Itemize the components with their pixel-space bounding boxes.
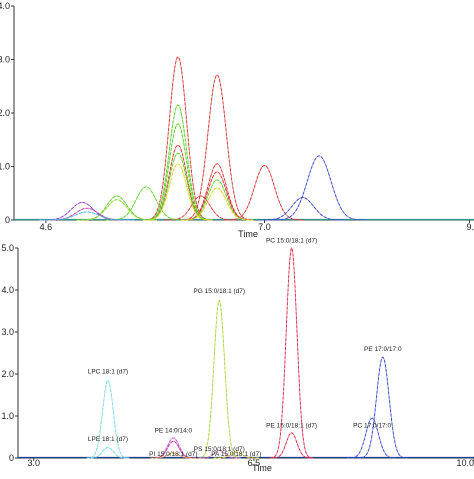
top-peak-trace-solid: [143, 56, 213, 221]
bottom-chromatogram-panel: 0 1.0 2.0 3.0 4.0 5.0 3.0 6.5 10.0 Time LPC 18:1 (…: [1, 238, 474, 473]
bottom-x-axis-title: Time: [252, 463, 272, 473]
bottom-x-tick-label: 3.0: [27, 458, 40, 468]
bottom-y-tick-label: 0: [9, 453, 14, 463]
top-peak-trace-solid: [38, 202, 127, 221]
bottom-peak-trace-solid: [197, 450, 241, 459]
top-peak-trace-solid: [259, 197, 347, 221]
top-peak-trace: [105, 186, 187, 221]
bottom-y-tick-label: 1.0: [1, 411, 14, 421]
top-peak-trace-solid: [143, 123, 213, 221]
top-peak-trace: [271, 155, 367, 221]
top-peak-trace: [76, 199, 158, 221]
bottom-peak-trace-solid: [150, 452, 196, 459]
bottom-peak-label: LPC 18:1 (d7): [88, 369, 128, 376]
top-peak-trace-solid: [105, 186, 187, 221]
top-peak-trace-solid: [43, 207, 131, 221]
bottom-peak-trace-solid: [150, 440, 196, 459]
bottom-peak-label: LPE 18:1 (d7): [88, 436, 128, 443]
bottom-y-tick-label: 4.0: [1, 285, 14, 295]
top-x-axis-title: Time: [238, 229, 258, 239]
top-x-tick-label: 9.: [466, 222, 474, 232]
top-peak-trace-solid: [224, 165, 305, 221]
top-y-tick-label: 3.0: [0, 55, 10, 65]
top-peak-trace-solid: [271, 155, 367, 221]
top-x-tick-label: 4.6: [40, 222, 53, 232]
bottom-peak-label: PC 15:0/18:1 (d7): [266, 238, 317, 245]
bottom-y-tick-label: 3.0: [1, 327, 14, 337]
bottom-peak-trace: [357, 356, 408, 459]
bottom-peak-trace-solid: [197, 299, 241, 459]
top-peak-trace-solid: [39, 211, 135, 221]
bottom-y-tick-label: 5.0: [1, 243, 14, 253]
bottom-peak-label: PA 15:0/18:1 (d7): [211, 451, 261, 458]
bottom-peak-trace: [86, 379, 130, 459]
bottom-x-tick-label: 6.5: [248, 458, 261, 468]
bottom-y-tick-label: 2.0: [1, 369, 14, 379]
top-y-tick-label: 1.0: [0, 162, 10, 172]
bottom-peak-trace: [197, 299, 241, 459]
top-y-tick-label: 4.0: [0, 1, 10, 11]
bottom-peak-label: PC 17:0/17:0: [353, 422, 391, 429]
bottom-peak-label: PS 15:0/18:1 (d7): [194, 446, 245, 453]
bottom-peak-trace-solid: [86, 379, 130, 459]
bottom-peak-label: PE 15:0/18:1 (d7): [266, 422, 317, 429]
top-y-tick-label: 2.0: [0, 108, 10, 118]
top-peak-trace-solid: [143, 163, 213, 221]
top-peak-trace-solid: [76, 199, 158, 221]
bottom-peak-trace-solid: [213, 451, 259, 459]
top-y-tick-label: 0: [5, 215, 10, 225]
top-peak-trace-solid: [143, 104, 213, 221]
top-peak-trace: [180, 171, 254, 221]
bottom-peak-trace-solid: [270, 247, 313, 459]
bottom-peak-label: PI 15:0/18:1 (d7): [149, 451, 197, 458]
top-chromatogram-panel: 0 1.0 2.0 3.0 4.0 4.6 7.0 9. Time: [0, 1, 474, 239]
top-x-tick-label: 7.0: [258, 222, 271, 232]
top-peak-trace: [224, 164, 305, 221]
bottom-peak-label: PG 15:0/18:1 (d7): [193, 288, 245, 295]
bottom-peak-trace-solid: [357, 356, 408, 459]
top-peak-trace-solid: [180, 171, 254, 221]
top-peak-trace: [43, 207, 131, 221]
top-peak-trace: [143, 104, 213, 221]
bottom-peak-label: PE 14:0/14:0: [155, 427, 193, 434]
top-peak-trace-solid: [180, 187, 254, 221]
bottom-peak-trace-solid: [346, 417, 398, 459]
bottom-peak-label: PE 17:0/17:0: [364, 346, 402, 353]
top-peak-trace: [38, 201, 127, 221]
bottom-peak-trace-solid: [86, 447, 130, 459]
bottom-peak-trace-solid: [270, 432, 313, 459]
top-peak-trace: [259, 197, 347, 221]
bottom-x-tick-label: 10.0: [456, 458, 474, 468]
